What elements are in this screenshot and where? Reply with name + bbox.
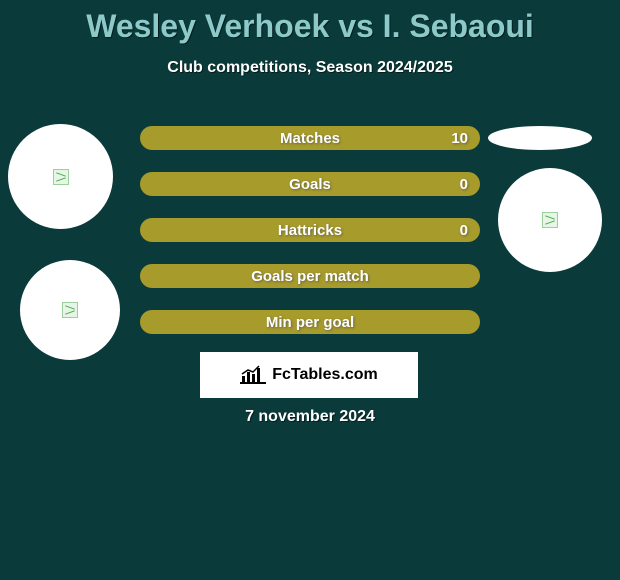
- stat-right-value: 0: [460, 176, 468, 193]
- image-placeholder-icon: [53, 169, 69, 185]
- stat-bar-goals-per-match: Goals per match: [140, 264, 480, 288]
- branding-box: FcTables.com: [200, 352, 418, 398]
- player-avatar-left-top: [8, 124, 113, 229]
- player-avatar-left-bottom: [20, 260, 120, 360]
- branding-text: FcTables.com: [272, 366, 378, 384]
- stat-right-value: 10: [451, 130, 468, 147]
- stat-label: Hattricks: [278, 222, 342, 239]
- stat-bar-min-per-goal: Min per goal: [140, 310, 480, 334]
- stat-bars: Matches 10 Goals 0 Hattricks 0 Goals per…: [140, 126, 480, 334]
- player-avatar-right: [498, 168, 602, 272]
- page-subtitle: Club competitions, Season 2024/2025: [0, 59, 620, 77]
- image-placeholder-icon: [542, 212, 558, 228]
- stat-label: Matches: [280, 130, 340, 147]
- stat-bar-hattricks: Hattricks 0: [140, 218, 480, 242]
- page-title: Wesley Verhoek vs I. Sebaoui: [0, 0, 620, 45]
- stat-label: Goals per match: [251, 268, 369, 285]
- stat-right-value: 0: [460, 222, 468, 239]
- stat-bar-matches: Matches 10: [140, 126, 480, 150]
- image-placeholder-icon: [62, 302, 78, 318]
- bar-chart-icon: [240, 364, 266, 386]
- date-text: 7 november 2024: [0, 408, 620, 426]
- stat-label: Min per goal: [266, 314, 354, 331]
- stat-label: Goals: [289, 176, 331, 193]
- decorative-ellipse: [488, 126, 592, 150]
- stat-bar-goals: Goals 0: [140, 172, 480, 196]
